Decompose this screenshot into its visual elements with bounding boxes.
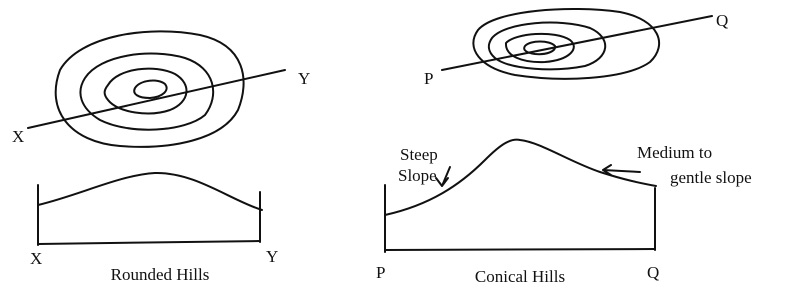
annotation: Medium to bbox=[637, 143, 712, 162]
baseline bbox=[385, 249, 655, 250]
line-label: P bbox=[424, 69, 433, 88]
profile-label: X bbox=[30, 249, 42, 268]
annotation: Slope bbox=[398, 166, 437, 185]
profile-label: Q bbox=[647, 263, 659, 282]
line-label: X bbox=[12, 127, 24, 146]
diagram-title: Conical Hills bbox=[475, 267, 565, 286]
diagram-title: Rounded Hills bbox=[111, 265, 210, 284]
annotation: gentle slope bbox=[670, 168, 752, 187]
line-label: Q bbox=[716, 11, 728, 30]
line-label: Y bbox=[298, 69, 310, 88]
annotation: Steep bbox=[400, 145, 438, 164]
profile-label: Y bbox=[266, 247, 278, 266]
profile-label: P bbox=[376, 263, 385, 282]
diagram: X Y X Y Rounded Hills P Q Steep Slope Me… bbox=[0, 0, 806, 292]
